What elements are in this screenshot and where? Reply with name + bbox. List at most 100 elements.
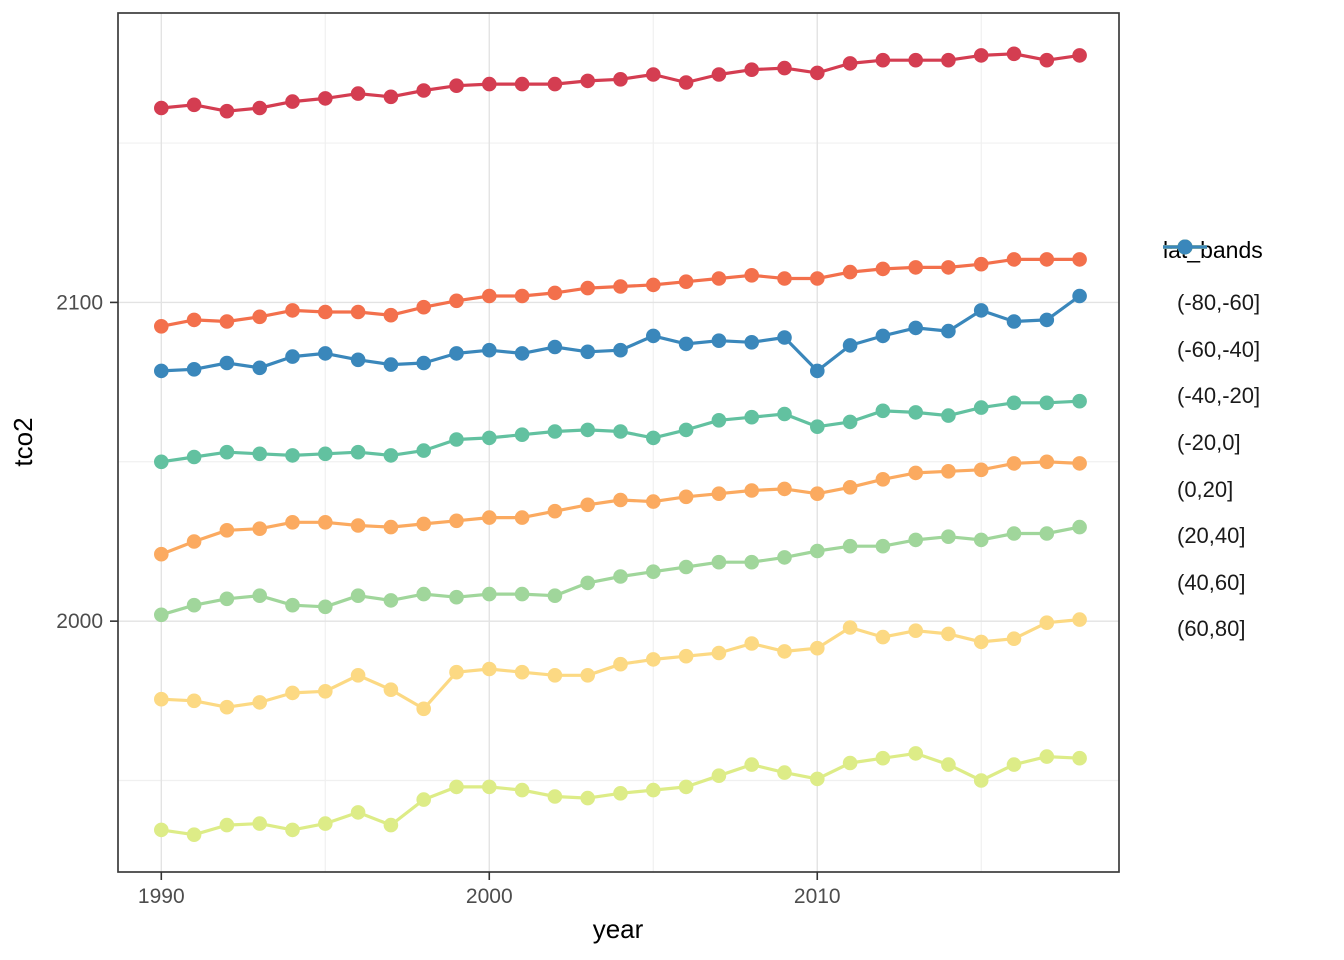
data-point [810, 363, 825, 379]
data-point [875, 403, 891, 419]
data-point [678, 274, 694, 290]
data-point [842, 538, 858, 554]
data-point [613, 569, 628, 584]
x-tick-label: 2000 [466, 885, 513, 908]
data-point [973, 256, 989, 272]
data-point [186, 97, 202, 113]
data-point [613, 424, 628, 439]
data-point [580, 790, 595, 806]
data-point [383, 357, 399, 372]
data-point [350, 588, 366, 603]
data-point [252, 695, 267, 710]
data-point [1072, 288, 1087, 304]
data-point [613, 279, 628, 294]
data-point [383, 817, 399, 833]
data-point [219, 591, 235, 607]
data-point [973, 303, 989, 318]
data-point [252, 100, 267, 116]
grid-minor [118, 13, 1119, 872]
data-point [875, 750, 891, 766]
data-point [810, 543, 825, 559]
data-point [1072, 252, 1087, 267]
data-point [973, 773, 989, 788]
data-point [383, 448, 399, 463]
data-point [186, 312, 202, 328]
data-point [941, 464, 956, 479]
data-point [777, 481, 792, 497]
data-point [514, 288, 530, 304]
data-point [482, 779, 497, 795]
legend-item-label: (20,40] [1177, 523, 1246, 549]
legend-item-label: (0,20] [1177, 476, 1234, 502]
y-tick-label: 2000 [56, 610, 103, 633]
legend-item: (-60,-40] [1163, 239, 1263, 374]
data-point [842, 56, 858, 71]
data-point [613, 342, 628, 358]
data-point [1072, 456, 1087, 471]
data-point [908, 465, 923, 481]
data-point [219, 699, 235, 715]
data-point [318, 91, 333, 106]
data-point [711, 645, 727, 661]
data-point [547, 339, 563, 355]
legend-item-label: (-20,0] [1177, 430, 1241, 456]
data-point [973, 462, 989, 478]
legend-items: (-80,-60] (-60,-40] (-40,-20] (-20,0] (0,20]… [1163, 239, 1263, 653]
data-point [383, 593, 399, 608]
data-point [547, 588, 563, 603]
data-point [383, 682, 399, 697]
data-point [1006, 252, 1022, 267]
data-point [482, 661, 497, 677]
data-point [941, 529, 956, 544]
data-point [908, 405, 923, 420]
legend-item: (0,20] [1163, 239, 1263, 513]
data-point [908, 532, 923, 548]
data-point [842, 620, 858, 635]
data-point [580, 575, 595, 591]
legend-item: (20,40] [1163, 239, 1263, 560]
data-point [383, 307, 399, 323]
data-point [318, 599, 333, 615]
data-point [711, 486, 727, 502]
panel-background [118, 13, 1119, 872]
data-point [252, 309, 267, 325]
data-point [875, 328, 891, 344]
y-tick-label: 2100 [56, 291, 103, 314]
data-point [449, 293, 464, 309]
grid-major [118, 13, 1119, 872]
data-point [1006, 46, 1022, 62]
data-point [744, 335, 759, 350]
x-tick-label: 2010 [794, 885, 841, 908]
data-point [154, 363, 169, 379]
data-point [580, 668, 595, 683]
data-point [252, 521, 267, 536]
data-point [547, 76, 563, 92]
data-point [285, 685, 300, 701]
data-point [482, 342, 497, 358]
data-point [810, 771, 825, 787]
data-point [908, 320, 923, 336]
data-point [711, 333, 727, 349]
series-points [154, 46, 1087, 842]
data-point [383, 519, 399, 535]
data-point [744, 409, 759, 425]
legend-item: (-20,0] [1163, 239, 1263, 467]
data-point [1039, 749, 1055, 764]
data-point [646, 430, 661, 446]
data-point [1006, 456, 1022, 471]
data-point [285, 515, 300, 530]
data-point [941, 408, 956, 423]
axis-ticks [110, 301, 819, 880]
axis-tick-labels: 1990 2000 2010 2000 2100 [56, 291, 840, 908]
data-point [842, 264, 858, 280]
data-point [514, 346, 530, 361]
data-point [580, 73, 595, 89]
legend: lat_bands (-80,-60] (-60,-40] (-40,-20] (-2… [1163, 237, 1263, 653]
legend-item-label: (-40,-20] [1177, 383, 1261, 409]
data-point [1039, 312, 1055, 328]
data-point [777, 330, 792, 345]
data-point [252, 588, 267, 603]
legend-item: (60,80] [1163, 239, 1263, 653]
data-point [1039, 615, 1055, 630]
